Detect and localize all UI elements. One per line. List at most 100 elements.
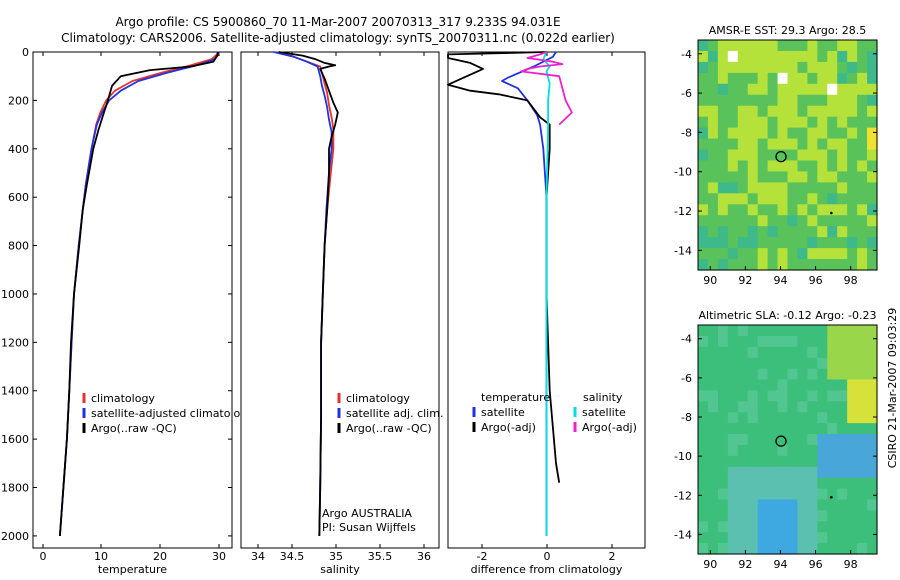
altimetric-map-cell [707,466,719,479]
amsr-map-cell [847,40,858,52]
amsr-map-cell [757,40,769,52]
altimetric-map-cell [698,434,709,446]
altimetric-map-cell [817,488,828,501]
amsr-map-cell [787,215,799,227]
altimetric-map-cell [727,499,739,511]
amsr-map-cell [717,138,729,151]
altimetric-map-cell [727,455,739,468]
altimetric-map-cell [857,477,868,490]
amsr-map-cell [807,61,818,74]
amsr-map-cell [817,40,828,52]
altimetric-map-cell [737,335,749,348]
altimetric-map-cell [777,488,789,501]
amsr-map-cell [867,160,878,173]
altimetric-map-cell [698,368,709,381]
amsr-map-cell [847,248,858,260]
amsr-map-cell [807,215,818,227]
altimetric-map-cell [707,368,719,381]
altimetric-map-cell [797,455,808,468]
altimetric-map-cell [807,325,818,337]
temperature-ytick-label: 1600 [1,433,29,446]
altimetric-map-cell [837,390,848,402]
altimetric-map-ytick-label: -12 [674,489,692,502]
amsr-map-cell [857,171,868,183]
amsr-map-cell [837,105,848,118]
panel-amsr-map: AMSR-E SST: 29.3 Argo: 28.5 90 92 94 96 98 -4 -… [674,24,878,287]
altimetric-map-cell [847,466,858,479]
amsr-map-cell [747,127,759,140]
altimetric-map-cell [867,434,878,446]
amsr-map-cell [747,259,759,271]
amsr-map-cell [807,171,818,183]
amsr-map-cell [787,138,799,151]
altimetric-map-cell [797,543,808,555]
altimetric-map-cell [717,379,729,392]
altimetric-map-cell [698,444,709,457]
amsr-map-cell [827,61,838,74]
altimetric-map-cell [767,423,779,435]
altimetric-map-cell [827,543,838,555]
amsr-map-cell [787,248,799,260]
amsr-map-cell [847,61,858,74]
altimetric-map-cell [698,521,709,533]
altimetric-map-cell [727,368,739,381]
amsr-map-cell [727,182,739,194]
altimetric-map-cell [787,401,799,413]
panel-altimetric-map: Altimetric SLA: -0.12 Argo: -0.23 90 92 94 9… [674,309,878,571]
altimetric-map-cell [857,401,868,413]
altimetric-map-cell [787,423,799,435]
altimetric-map-cell [757,335,769,348]
amsr-map-cell [787,259,799,271]
amsr-map-cell [757,193,769,205]
altimetric-map-cell [817,423,828,435]
amsr-map-cell [847,226,858,238]
amsr-map-cell [757,204,769,216]
altimetric-map-cell [757,543,769,555]
amsr-map-cell [827,160,838,173]
amsr-map-cell [807,72,818,85]
amsr-map-cell [817,259,828,271]
amsr-map-cell [827,193,838,205]
amsr-map-cell [747,171,759,183]
amsr-map-ytick-label: -4 [681,48,692,61]
salinity-legend-entry: satellite adj. clim. [346,407,443,420]
amsr-map-cell [777,83,789,96]
amsr-map-cell [787,226,799,238]
difference-xlabel: difference from climatology [471,563,623,576]
altimetric-map-cell [787,390,799,402]
altimetric-map-cell [777,335,789,348]
amsr-map-cell [717,182,729,194]
altimetric-map-cell [747,532,759,544]
altimetric-map-cell [757,521,769,533]
temperature-legend-entry: climatology [91,392,155,405]
altimetric-map-cell [847,335,858,348]
altimetric-map-cell [698,335,709,348]
amsr-map-cell [857,160,868,173]
altimetric-map-cell [847,488,858,501]
altimetric-map-cell [787,335,799,348]
altimetric-map-cell [837,401,848,413]
altimetric-map-cell [837,412,848,424]
amsr-map-cell [717,204,729,216]
altimetric-map-cell [867,466,878,479]
amsr-map-cell [777,61,789,74]
altimetric-map-cell [698,325,709,337]
amsr-map-cell [767,127,779,140]
altimetric-map-cell [797,488,808,501]
altimetric-map-cell [847,423,858,435]
salinity-annotation-pi: PI: Susan Wijffels [322,521,416,534]
amsr-map-cell [747,40,759,52]
altimetric-map-cell [698,510,709,522]
amsr-map-cell [707,237,719,249]
amsr-map-cell [817,226,828,238]
amsr-map-xtick-label: 94 [773,274,787,287]
altimetric-map-cell [827,379,838,392]
amsr-map-ytick-label: -8 [681,126,692,139]
altimetric-map-cell [857,543,868,555]
altimetric-map-cell [767,543,779,555]
amsr-map-cell [867,94,878,107]
altimetric-map-cell [698,466,709,479]
amsr-map-cell [737,138,749,151]
altimetric-map-cell [757,390,769,402]
amsr-map-cell [847,50,858,63]
